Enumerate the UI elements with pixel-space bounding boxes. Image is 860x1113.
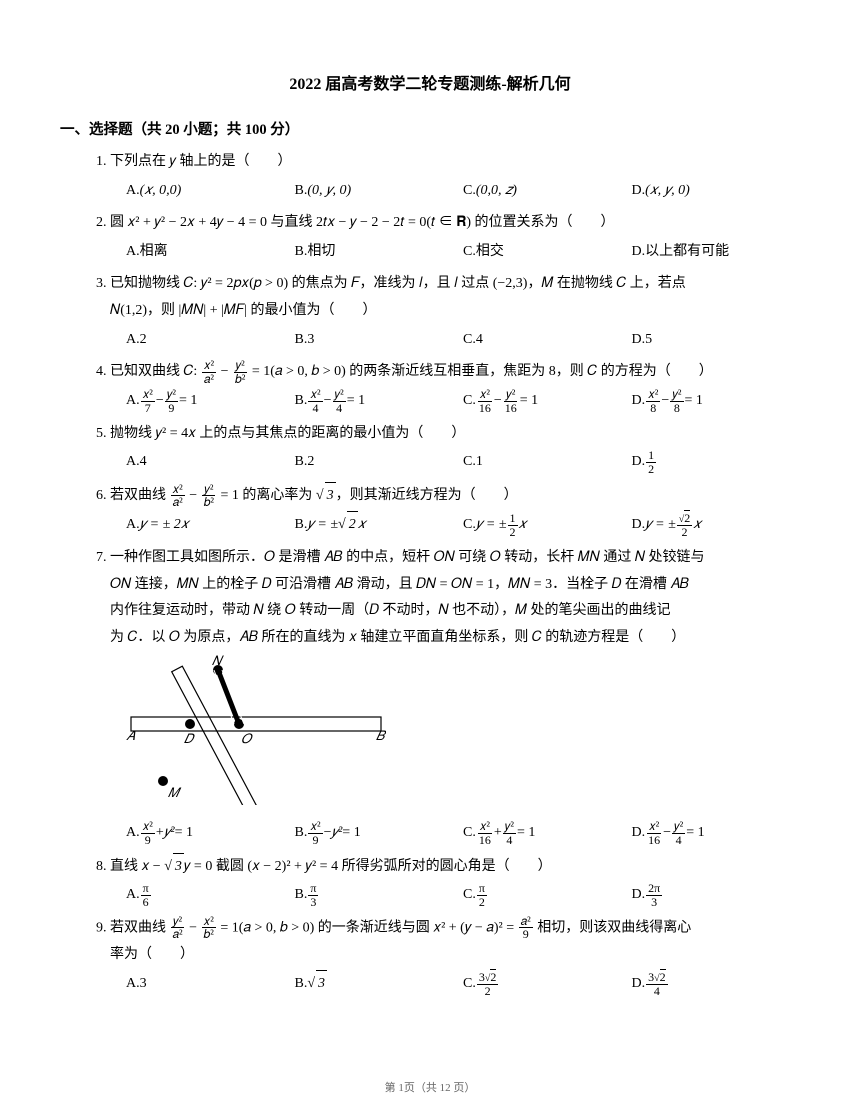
- q7-line3: 内作往复运动时，带动 𝑁 绕 𝑂 转动一周（𝐷 不动时，𝑁 也不动），𝑀 处的笔…: [110, 598, 800, 625]
- q6-options: A. 𝑦 = ± 2𝑥 B. 𝑦 = ± √2𝑥 C. 𝑦 = ±12𝑥 D. …: [126, 511, 800, 539]
- q4-opt-b: B. 𝑥²4 − 𝑦²4 = 1: [295, 388, 464, 415]
- q5-options: A. 4 B. 2 C. 1 D. 12: [126, 449, 800, 476]
- q7-opt-b: B. 𝑥²9 − 𝑦² = 1: [295, 820, 464, 847]
- question-7: 7. 一种作图工具如图所示．𝑂 是滑槽 𝐴𝐵 的中点，短杆 𝑂𝑁 可绕 𝑂 转动…: [96, 545, 800, 847]
- q9-line2: 率为（ ）: [110, 942, 800, 969]
- section-heading: 一、选择题（共 20 小题；共 100 分）: [60, 118, 800, 139]
- label-n: 𝑁: [212, 655, 224, 668]
- question-3: 3. 已知抛物线 𝐶: 𝑦² = 2𝑝𝑥(𝑝 > 0) 的焦点为 𝐹，准线为 𝑙…: [96, 271, 800, 353]
- q2-text: 2. 圆 𝑥² + 𝑦² − 2𝑥 + 4𝑦 − 4 = 0 与直线 2𝑡𝑥 −…: [96, 215, 615, 230]
- q3-opt-b: B. 3: [295, 327, 464, 354]
- question-2: 2. 圆 𝑥² + 𝑦² − 2𝑥 + 4𝑦 − 4 = 0 与直线 2𝑡𝑥 −…: [96, 210, 800, 265]
- q3-options: A. 2 B. 3 C. 4 D. 5: [126, 327, 800, 354]
- q6-opt-c: C. 𝑦 = ±12𝑥: [463, 511, 632, 539]
- q2-options: A. 相离 B. 相切 C. 相交 D. 以上都有可能: [126, 239, 800, 266]
- q7-opt-d: D. 𝑥²16 − 𝑦²4 = 1: [632, 820, 801, 847]
- q7-figure: 𝑁 𝐴 𝐷 𝑂 𝐵 𝑀: [126, 655, 800, 816]
- q2-opt-b: B. 相切: [295, 239, 464, 266]
- q2-opt-c: C. 相交: [463, 239, 632, 266]
- q6-text: 6. 若双曲线 𝑥²𝑎² − 𝑦²𝑏² = 1 的离心率为 √3，则其渐近线方程…: [96, 488, 518, 503]
- label-o: 𝑂: [241, 731, 253, 746]
- q9-opt-a: A. 3: [126, 970, 295, 998]
- question-5: 5. 抛物线 𝑦² = 4𝑥 上的点与其焦点的距离的最小值为（ ） A. 4 B…: [96, 421, 800, 476]
- q6-opt-a: A. 𝑦 = ± 2𝑥: [126, 511, 295, 539]
- q4-opt-d: D. 𝑥²8 − 𝑦²8 = 1: [632, 388, 801, 415]
- q3-opt-c: C. 4: [463, 327, 632, 354]
- q8-options: A. π6 B. π3 C. π2 D. 2π3: [126, 882, 800, 909]
- question-1: 1. 下列点在 𝑦 轴上的是（ ） A. (𝑥, 0,0) B. (0, 𝑦, …: [96, 149, 800, 204]
- question-8: 8. 直线 𝑥 − √3𝑦 = 0 截圆 (𝑥 − 2)² + 𝑦² = 4 所…: [96, 853, 800, 909]
- q8-opt-d: D. 2π3: [632, 882, 801, 909]
- q4-text: 4. 已知双曲线 𝐶: 𝑥²𝑎² − 𝑦²𝑏² = 1(𝑎 > 0, 𝑏 > 0…: [96, 364, 713, 379]
- q5-opt-c: C. 1: [463, 449, 632, 476]
- label-d: 𝐷: [184, 731, 195, 746]
- q4-opt-a: A. 𝑥²7 − 𝑦²9 = 1: [126, 388, 295, 415]
- label-m: 𝑀: [168, 785, 182, 800]
- q1-opt-d: D. (𝑥, 𝑦, 0): [632, 178, 801, 205]
- document-title: 2022 届高考数学二轮专题测练-解析几何: [60, 70, 800, 94]
- q6-opt-b: B. 𝑦 = ± √2𝑥: [295, 511, 464, 539]
- q2-opt-a: A. 相离: [126, 239, 295, 266]
- q1-text: 1. 下列点在 𝑦 轴上的是（ ）: [96, 154, 292, 169]
- q9-line1: 9. 若双曲线 𝑦²𝑎² − 𝑥²𝑏² = 1(𝑎 > 0, 𝑏 > 0) 的一…: [96, 915, 800, 942]
- q9-opt-b: B. √3: [295, 970, 464, 998]
- q9-opt-d: D. 3√24: [632, 970, 801, 998]
- page-footer: 第 1页（共 12 页）: [0, 1079, 860, 1095]
- q4-options: A. 𝑥²7 − 𝑦²9 = 1 B. 𝑥²4 − 𝑦²4 = 1 C. 𝑥²1…: [126, 388, 800, 415]
- q5-opt-d: D. 12: [632, 449, 801, 476]
- q5-opt-a: A. 4: [126, 449, 295, 476]
- q9-options: A. 3 B. √3 C. 3√22 D. 3√24: [126, 970, 800, 998]
- q7-opt-c: C. 𝑥²16 + 𝑦²4 = 1: [463, 820, 632, 847]
- q8-text: 8. 直线 𝑥 − √3𝑦 = 0 截圆 (𝑥 − 2)² + 𝑦² = 4 所…: [96, 859, 552, 874]
- label-a: 𝐴: [126, 728, 136, 743]
- label-b: 𝐵: [376, 728, 386, 743]
- q7-line2: 𝑂𝑁 连接，𝑀𝑁 上的栓子 𝐷 可沿滑槽 𝐴𝐵 滑动，且 𝐷𝑁 = 𝑂𝑁 = 1…: [110, 572, 800, 599]
- question-9: 9. 若双曲线 𝑦²𝑎² − 𝑥²𝑏² = 1(𝑎 > 0, 𝑏 > 0) 的一…: [96, 915, 800, 998]
- q1-opt-c: C. (0,0, 𝑧): [463, 178, 632, 205]
- q8-opt-b: B. π3: [295, 882, 464, 909]
- q4-opt-c: C. 𝑥²16 − 𝑦²16 = 1: [463, 388, 632, 415]
- q7-options: A. 𝑥²9 + 𝑦² = 1 B. 𝑥²9 − 𝑦² = 1 C. 𝑥²16 …: [126, 820, 800, 847]
- q7-line1: 7. 一种作图工具如图所示．𝑂 是滑槽 𝐴𝐵 的中点，短杆 𝑂𝑁 可绕 𝑂 转动…: [96, 545, 800, 572]
- q6-opt-d: D. 𝑦 = ±√22𝑥: [632, 511, 801, 539]
- q3-line2: 𝑁(1,2)，则 |𝑀𝑁| + |𝑀𝐹| 的最小值为（ ）: [110, 298, 800, 325]
- q3-opt-a: A. 2: [126, 327, 295, 354]
- q3-line1: 3. 已知抛物线 𝐶: 𝑦² = 2𝑝𝑥(𝑝 > 0) 的焦点为 𝐹，准线为 𝑙…: [96, 271, 800, 298]
- question-4: 4. 已知双曲线 𝐶: 𝑥²𝑎² − 𝑦²𝑏² = 1(𝑎 > 0, 𝑏 > 0…: [96, 359, 800, 415]
- q1-opt-b: B. (0, 𝑦, 0): [295, 178, 464, 205]
- q8-opt-c: C. π2: [463, 882, 632, 909]
- q7-opt-a: A. 𝑥²9 + 𝑦² = 1: [126, 820, 295, 847]
- q5-opt-b: B. 2: [295, 449, 464, 476]
- q9-opt-c: C. 3√22: [463, 970, 632, 998]
- q1-opt-a: A. (𝑥, 0,0): [126, 178, 295, 205]
- q5-text: 5. 抛物线 𝑦² = 4𝑥 上的点与其焦点的距离的最小值为（ ）: [96, 426, 465, 441]
- q8-opt-a: A. π6: [126, 882, 295, 909]
- q3-opt-d: D. 5: [632, 327, 801, 354]
- q2-opt-d: D. 以上都有可能: [632, 239, 801, 266]
- q7-line4: 为 𝐶．以 𝑂 为原点，𝐴𝐵 所在的直线为 𝑥 轴建立平面直角坐标系，则 𝐶 的…: [110, 625, 800, 652]
- q1-options: A. (𝑥, 0,0) B. (0, 𝑦, 0) C. (0,0, 𝑧) D. …: [126, 178, 800, 205]
- question-6: 6. 若双曲线 𝑥²𝑎² − 𝑦²𝑏² = 1 的离心率为 √3，则其渐近线方程…: [96, 482, 800, 539]
